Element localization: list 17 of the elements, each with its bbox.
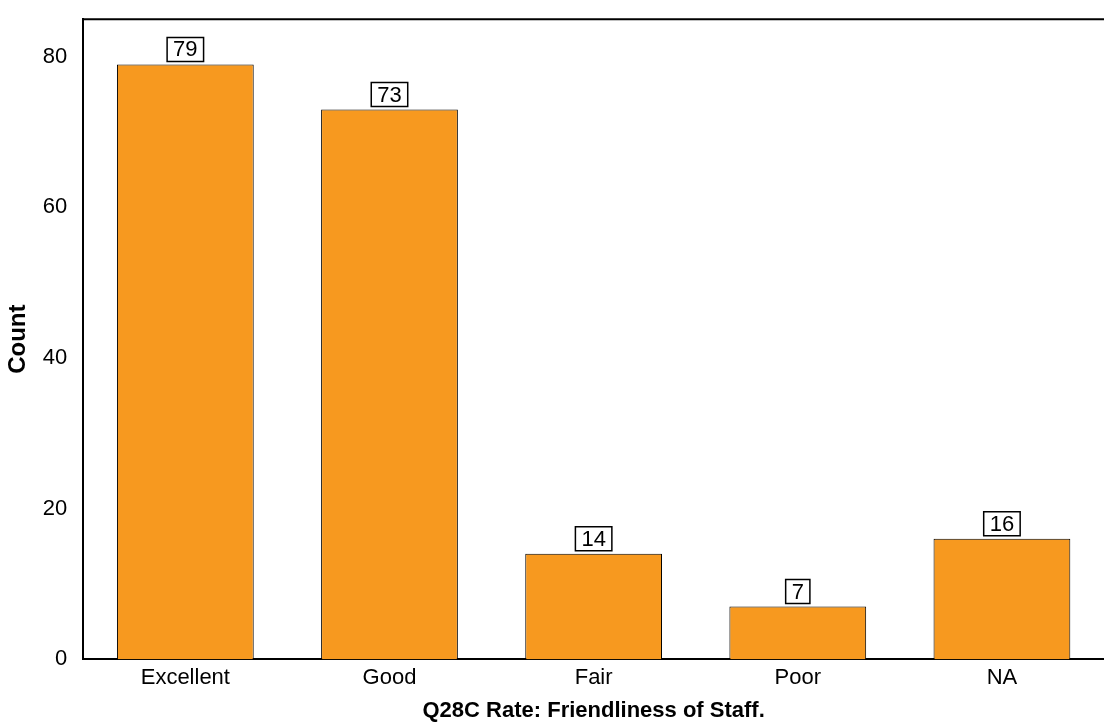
data-label: 73	[377, 81, 402, 107]
x-tick-label: Poor	[774, 664, 822, 690]
x-tick-label: Good	[362, 664, 417, 690]
y-tick-label: 40	[42, 344, 68, 370]
data-label: 79	[173, 36, 198, 62]
x-axis-title: Q28C Rate: Friendliness of Staff.	[422, 696, 765, 722]
y-tick-label: 60	[42, 193, 68, 219]
y-tick-label: 80	[42, 42, 68, 68]
data-label: 7	[791, 578, 804, 604]
x-tick-label: NA	[986, 664, 1018, 690]
x-tick-label: Fair	[574, 664, 613, 690]
y-tick-label: 0	[55, 645, 68, 671]
x-tick-label: Excellent	[140, 664, 230, 690]
y-axis-title: Count	[3, 304, 31, 374]
y-tick-label: 20	[42, 494, 68, 520]
data-label: 14	[581, 525, 606, 551]
data-label: 16	[989, 510, 1015, 536]
